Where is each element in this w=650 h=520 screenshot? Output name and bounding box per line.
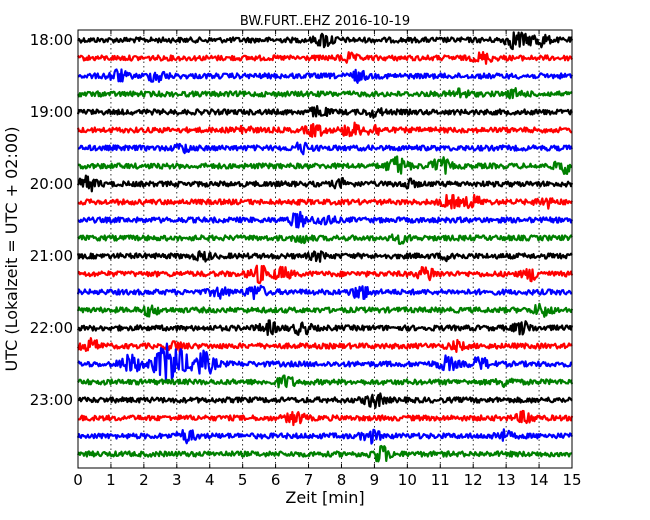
trace-22:00 (76, 319, 574, 336)
trace-20:15 (77, 193, 573, 210)
x-tick-label: 11 (431, 471, 450, 489)
x-tick-label: 9 (370, 471, 380, 489)
x-tick-label: 14 (530, 471, 549, 489)
trace-21:45 (76, 302, 574, 318)
y-tick-label: 22:00 (30, 319, 73, 337)
trace-20:45 (77, 233, 573, 246)
y-tick-label: 21:00 (30, 247, 73, 265)
trace-19:15 (76, 121, 573, 138)
trace-23:45 (77, 444, 573, 463)
trace-20:00 (76, 174, 574, 193)
trace-18:30 (77, 68, 574, 84)
trace-23:00 (77, 392, 573, 409)
trace-21:15 (77, 264, 574, 285)
x-tick-label: 0 (73, 471, 83, 489)
x-tick-label: 3 (172, 471, 182, 489)
trace-23:30 (76, 428, 574, 445)
plot-frame (77, 29, 573, 469)
x-tick-label: 2 (139, 471, 149, 489)
trace-22:30 (77, 342, 573, 381)
trace-19:30 (77, 141, 574, 156)
trace-rows (76, 31, 574, 463)
x-tick-label: 1 (106, 471, 116, 489)
x-axis-ticks: 0 1 2 3 4 5 6 7 8 9 10 11 12 13 14 15 (73, 30, 582, 489)
trace-18:15 (77, 50, 573, 65)
y-axis-label: UTC (Lokalzeit = UTC + 02:00) (2, 127, 21, 372)
x-tick-label: 6 (271, 471, 281, 489)
trace-22:15 (76, 337, 573, 354)
trace-23:15 (77, 409, 574, 427)
y-axis-ticks: 18:00 19:00 20:00 21:00 22:00 23:00 (30, 31, 82, 409)
x-tick-label: 4 (205, 471, 215, 489)
grid-lines (110, 30, 540, 468)
trace-22:45 (77, 374, 574, 389)
x-axis-label: Zeit [min] (285, 488, 364, 507)
x-tick-label: 15 (562, 471, 581, 489)
x-tick-label: 13 (497, 471, 516, 489)
y-tick-label: 23:00 (30, 391, 73, 409)
trace-21:00 (76, 250, 573, 263)
trace-19:45 (77, 155, 573, 176)
trace-21:30 (76, 284, 573, 301)
x-tick-label: 8 (337, 471, 347, 489)
y-tick-label: 18:00 (30, 31, 73, 49)
x-tick-label: 7 (304, 471, 314, 489)
y-tick-label: 19:00 (30, 103, 73, 121)
x-tick-label: 5 (238, 471, 248, 489)
chart-title: BW.FURT..EHZ 2016-10-19 (240, 14, 410, 29)
y-tick-label: 20:00 (30, 175, 73, 193)
trace-20:30 (77, 210, 574, 229)
trace-18:45 (77, 87, 573, 100)
trace-19:00 (76, 104, 574, 119)
trace-18:00 (77, 31, 574, 51)
x-tick-label: 12 (464, 471, 483, 489)
x-tick-label: 10 (398, 471, 417, 489)
